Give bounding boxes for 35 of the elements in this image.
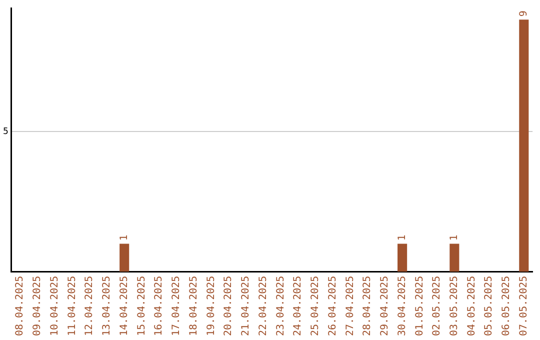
x-tick-label: 05.05.2025: [484, 276, 495, 336]
x-tick-label: 24.04.2025: [292, 276, 304, 336]
x-tick-label: 07.05.2025: [518, 276, 530, 336]
x-tick-label: 20.04.2025: [223, 276, 234, 336]
x-tick-label: 01.05.2025: [414, 276, 426, 336]
x-tick-label: 17.04.2025: [171, 276, 182, 336]
x-tick-label: 08.04.2025: [14, 276, 26, 336]
x-tick-label: 29.04.2025: [380, 276, 391, 336]
x-tick-label: 25.04.2025: [310, 276, 322, 336]
x-tick-label: 18.04.2025: [188, 276, 200, 336]
x-tick-label: 19.04.2025: [206, 276, 217, 336]
x-tick-label: 28.04.2025: [362, 276, 374, 336]
x-tick-label: 03.05.2025: [449, 276, 460, 336]
x-tick-label: 30.04.2025: [396, 276, 408, 336]
data-label: 1: [396, 234, 408, 241]
x-tick-label: 22.04.2025: [258, 276, 269, 336]
x-tick-label: 15.04.2025: [136, 276, 148, 336]
x-tick-label: 16.04.2025: [154, 276, 165, 336]
x-tick-label: 26.04.2025: [327, 276, 338, 336]
x-tick-label: 11.04.2025: [66, 276, 78, 336]
x-tick-label: 14.04.2025: [118, 276, 130, 336]
x-tick-label: 21.04.2025: [240, 276, 252, 336]
x-tick-label: 23.04.2025: [275, 276, 286, 336]
x-tick-label: 12.04.2025: [84, 276, 96, 336]
x-tick-label: 09.04.2025: [32, 276, 44, 336]
data-label: 1: [118, 234, 130, 241]
x-tick-label: 27.04.2025: [344, 276, 356, 336]
x-tick-label: 04.05.2025: [466, 276, 478, 336]
y-tick-label: 5: [2, 127, 8, 138]
x-tick-label: 13.04.2025: [102, 276, 113, 336]
x-tick-label: 06.05.2025: [501, 276, 512, 336]
x-tick-label: 10.04.2025: [49, 276, 60, 336]
data-label: 1: [449, 234, 460, 241]
data-label: 9: [518, 10, 530, 17]
x-tick-label: 02.05.2025: [432, 276, 443, 336]
